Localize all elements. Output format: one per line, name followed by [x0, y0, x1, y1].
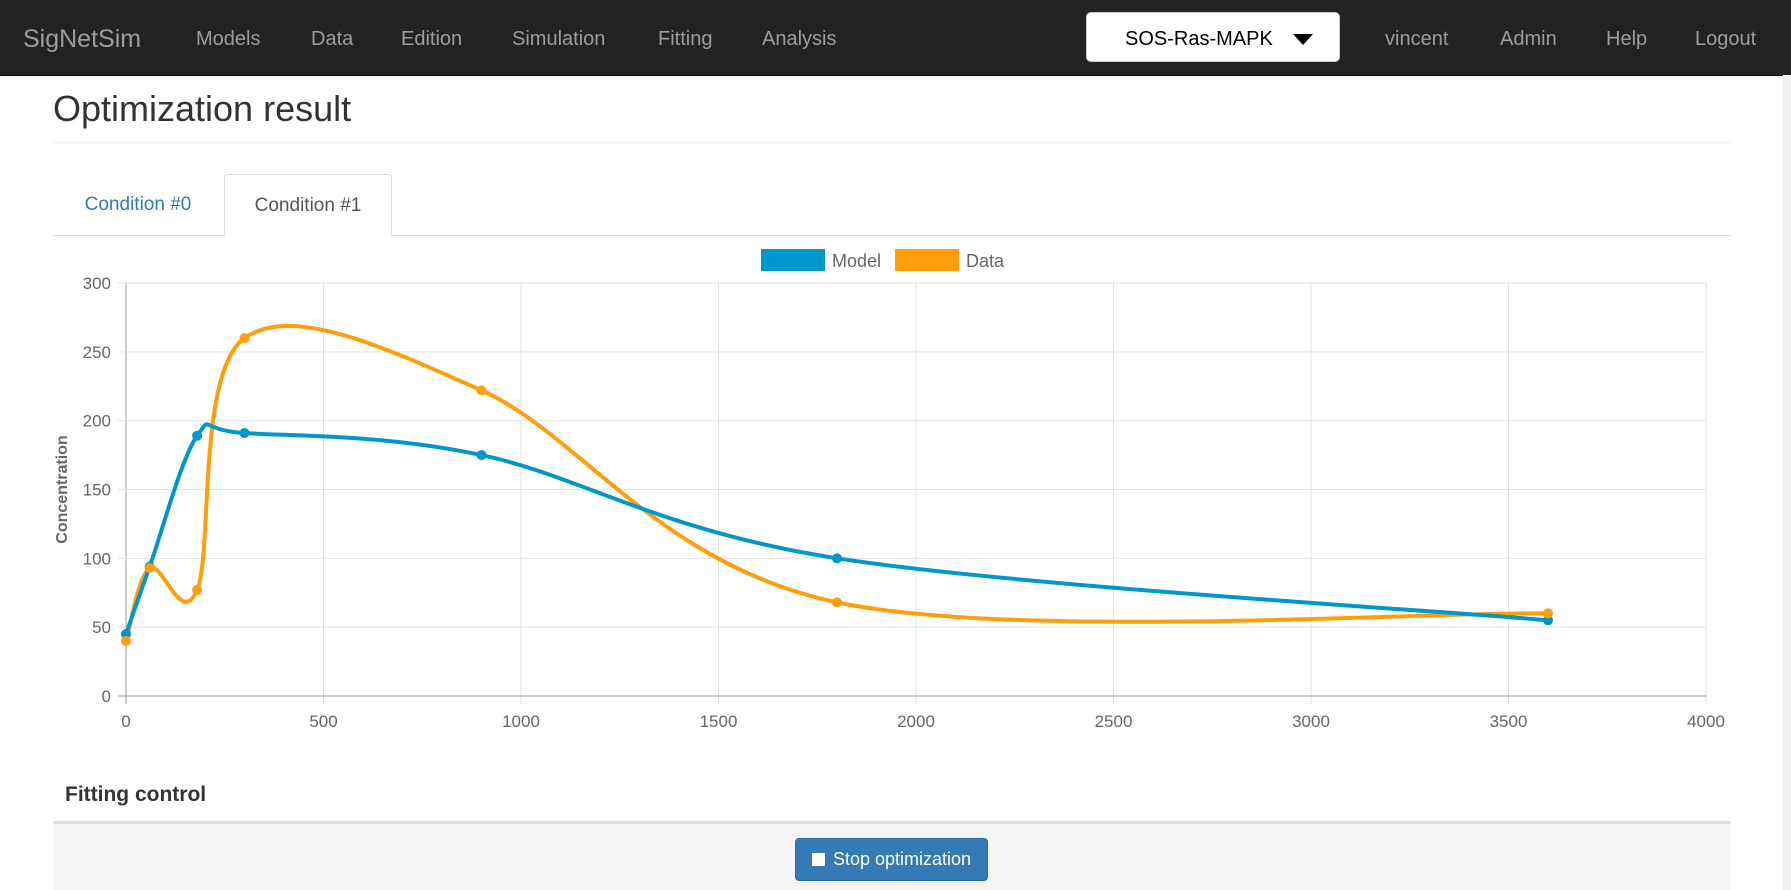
data-data-point: [144, 562, 155, 573]
top-navbar: SigNetSim Models Data Edition Simulation…: [0, 0, 1791, 76]
brand-logo[interactable]: SigNetSim: [23, 25, 142, 53]
legend-label: Model: [832, 251, 881, 271]
caret-down-icon: [1293, 34, 1313, 45]
nav-edition[interactable]: Edition: [401, 28, 463, 50]
legend-swatch: [761, 249, 825, 271]
model-data-point: [476, 450, 487, 461]
optimization-chart: 0 500 1000 1500 2000 2500 3000 3500 4000 0 50 100 15…: [54, 249, 1725, 731]
y-tick-label: 0: [102, 687, 111, 706]
chart-series: [121, 324, 1553, 646]
legend-label: Data: [966, 251, 1005, 271]
x-tick-label: 3500: [1490, 712, 1528, 731]
y-axis-label: Concentration: [54, 435, 71, 543]
nav-fitting[interactable]: Fitting: [658, 28, 713, 50]
data-data-point: [1543, 608, 1553, 619]
data-data-point: [832, 597, 842, 608]
page-title: Optimization result: [53, 88, 352, 129]
model-data-point: [121, 629, 131, 640]
y-tick-label: 100: [83, 549, 111, 568]
nav-analysis[interactable]: Analysis: [762, 28, 837, 50]
model-series-line: [124, 422, 1549, 635]
x-tick-label: 1000: [502, 712, 540, 731]
y-tick-label: 300: [83, 274, 111, 293]
stop-icon: [811, 853, 825, 866]
chart-grid: [118, 282, 1707, 704]
nav-data[interactable]: Data: [311, 28, 354, 50]
model-data-point: [832, 553, 842, 564]
y-tick-label: 50: [92, 618, 111, 637]
y-tick-label: 200: [83, 412, 111, 431]
fitting-control-heading: Fitting control: [65, 783, 207, 806]
x-tick-label: 0: [121, 712, 130, 731]
nav-admin[interactable]: Admin: [1500, 28, 1557, 50]
tab-condition-1[interactable]: Condition #1: [224, 174, 392, 236]
y-tick-label: 150: [83, 481, 111, 500]
x-tick-label: 1500: [700, 712, 738, 731]
title-divider: [53, 142, 1731, 143]
model-data-point: [1543, 615, 1553, 626]
nav-help[interactable]: Help: [1606, 28, 1648, 50]
tab-condition-0[interactable]: Condition #0: [84, 194, 192, 215]
project-select-value: SOS-Ras-MAPK: [1125, 28, 1273, 50]
data-data-point: [476, 385, 487, 396]
nav-models[interactable]: Models: [196, 28, 261, 50]
x-tick-label: 2000: [897, 712, 935, 731]
nav-simulation[interactable]: Simulation: [512, 28, 606, 50]
x-tick-label: 500: [309, 712, 337, 731]
scrollbar-track[interactable]: [1783, 75, 1791, 890]
nav-logout[interactable]: Logout: [1695, 28, 1757, 50]
x-tick-label: 2500: [1095, 712, 1133, 731]
data-data-point: [192, 584, 203, 595]
project-select[interactable]: SOS-Ras-MAPK: [1086, 12, 1340, 62]
chart-legend: Model Data: [761, 249, 1005, 271]
fitting-control-divider: [53, 821, 1731, 824]
nav-user[interactable]: vincent: [1385, 28, 1449, 50]
chart-axes: 0 500 1000 1500 2000 2500 3000 3500 4000 0 50 100 15…: [83, 274, 1725, 731]
data-data-point: [239, 333, 250, 344]
tabs-divider: [53, 235, 1731, 236]
y-tick-label: 250: [83, 343, 111, 362]
stop-optimization-label: Stop optimization: [832, 849, 972, 869]
legend-swatch: [895, 249, 960, 271]
data-series-line: [124, 324, 1549, 642]
model-data-point: [192, 430, 203, 441]
x-tick-label: 4000: [1687, 712, 1725, 731]
stop-optimization-button[interactable]: Stop optimization: [795, 838, 988, 881]
x-tick-label: 3000: [1292, 712, 1330, 731]
model-data-point: [239, 428, 250, 439]
data-data-point: [121, 635, 131, 646]
